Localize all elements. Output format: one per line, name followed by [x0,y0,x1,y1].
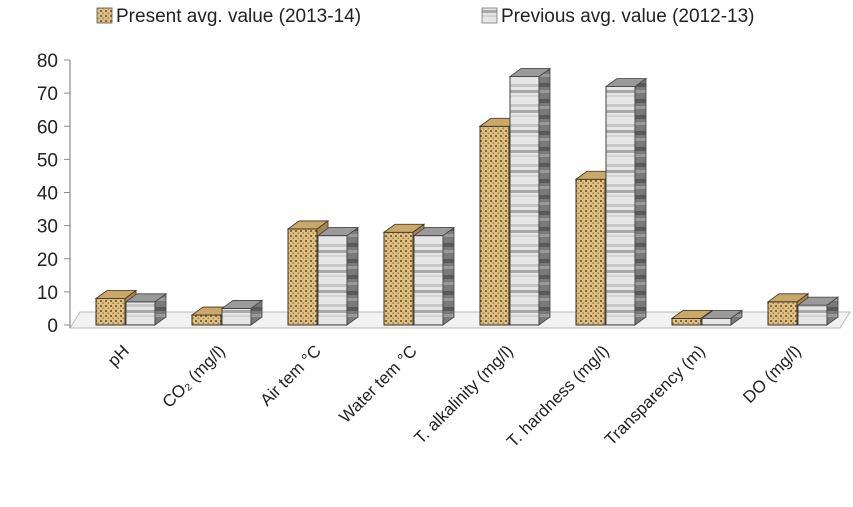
bar-previous [124,293,168,326]
bar-previous-front [125,301,156,326]
legend-label-previous: Previous avg. value (2012-13) [501,6,754,27]
bar-previous [220,299,264,326]
bar-previous-top [316,227,360,236]
bar-previous-top [124,293,168,303]
y-tick-label: 50 [37,150,58,171]
bar-present-top [670,309,714,319]
bar-previous [700,309,744,326]
bar-present-front [479,125,510,326]
bar-previous-side [538,67,551,326]
bar-previous-front [413,235,444,326]
bars [94,67,840,326]
bar-previous-front [317,235,348,326]
bar-previous [508,67,552,326]
legend: Present avg. value (2013-14) Previous av… [96,6,754,27]
bar-previous-front [221,307,252,326]
bar-previous-front [605,86,636,326]
bar-previous-front [797,304,828,326]
x-tick-label: T. alkalinity (mg/l) [411,341,517,447]
y-tick-label: 60 [37,117,58,138]
y-tick-label: 20 [37,250,58,271]
bar-present-top [286,220,330,230]
bar-previous-side [634,77,647,326]
bar-previous-top [796,296,840,306]
bar-present-front [575,178,606,326]
x-tick-label: CO₂ (mg/l) [159,341,229,411]
bar-present-front [767,301,798,326]
bar-previous [604,77,648,326]
x-tick-label: T. hardness (mg/l) [503,341,613,451]
y-tick-label: 0 [47,316,58,337]
bar-previous-top [220,300,264,309]
bar-present-front [671,317,702,326]
y-ticks: 0 10 20 30 40 50 60 70 80 [37,51,70,337]
legend-swatch-previous [481,7,498,24]
x-labels: pH CO₂ (mg/l) Air tem °C Water tem °CT. alk… [104,341,805,451]
bar-previous-top [604,78,648,87]
y-tick-label: 10 [37,283,58,304]
y-tick-label: 30 [37,217,58,238]
x-tick-label: DO (mg/l) [739,341,805,407]
bar-present-top [766,293,810,303]
x-tick-label: Air tem °C [256,341,324,409]
plot-frame [69,60,851,329]
bar-present-front [287,228,318,326]
legend-label-present: Present avg. value (2013-14) [116,6,361,27]
bar-previous-top [508,68,552,77]
y-tick-label: 40 [37,184,58,205]
x-tick-label: Water tem °C [336,341,421,426]
bar-present-top [382,223,426,233]
bar-previous-side [442,226,455,326]
bar-present-front [95,298,126,326]
x-tick-label: Transparency (m) [601,341,709,449]
bar-present-front [383,231,414,326]
bar-previous [796,296,840,326]
bar-previous-side [346,226,359,326]
y-tick-label: 80 [37,51,58,72]
x-tick-label: pH [104,341,133,370]
y-tick-label: 70 [37,84,58,105]
bar-previous-top [700,309,744,319]
bar-previous [316,226,360,326]
bar-present-top [94,290,138,299]
bar-previous-front [509,76,540,326]
chart-floor [69,311,851,329]
bar-previous-top [412,227,456,236]
bar-previous [412,226,456,326]
bar-previous-front [701,317,732,326]
bar-present-front [191,314,222,326]
legend-swatch-present [96,7,113,24]
